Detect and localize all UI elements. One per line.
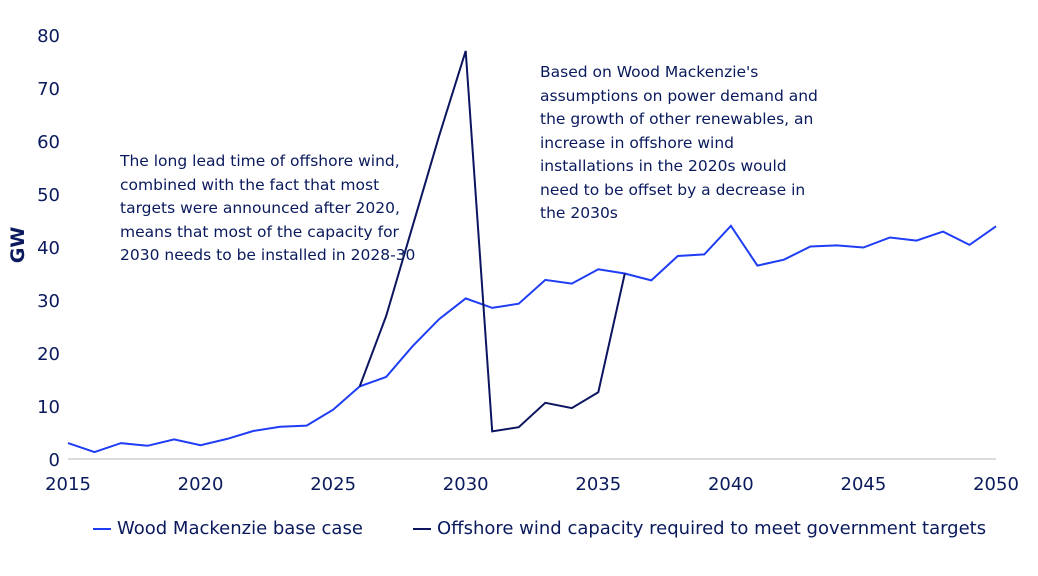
y-tick-label: 70	[37, 79, 60, 100]
annotation-left: The long lead time of offshore wind, com…	[120, 152, 416, 264]
x-tick-label: 2015	[45, 474, 91, 495]
y-tick-label: 50	[37, 185, 60, 206]
x-tick-labels: 2015 2020 2025 2030 2035 2040 2045 2050	[45, 474, 1019, 495]
legend-label-base-case: Wood Mackenzie base case	[117, 518, 363, 539]
y-tick-label: 80	[37, 26, 60, 47]
y-axis-label: GW	[7, 227, 29, 264]
y-tick-labels: 0 10 20 30 40 50 60 70 80	[37, 26, 60, 471]
x-tick-label: 2035	[575, 474, 621, 495]
series-line-government-targets	[358, 50, 626, 433]
x-tick-label: 2030	[443, 474, 489, 495]
y-tick-label: 0	[49, 450, 60, 471]
y-tick-label: 40	[37, 238, 60, 259]
x-tick-label: 2020	[178, 474, 224, 495]
legend-swatch-government-targets	[413, 527, 431, 530]
legend-item-base-case: Wood Mackenzie base case	[93, 518, 363, 539]
y-tick-label: 20	[37, 344, 60, 365]
x-tick-label: 2045	[841, 474, 887, 495]
series-line-base-case	[67, 224, 997, 454]
x-tick-label: 2050	[973, 474, 1019, 495]
x-tick-label: 2025	[310, 474, 356, 495]
x-tick-label: 2040	[708, 474, 754, 495]
y-tick-label: 60	[37, 132, 60, 153]
legend-swatch-base-case	[93, 527, 111, 530]
y-tick-label: 10	[37, 397, 60, 418]
legend-item-government-targets: Offshore wind capacity required to meet …	[413, 518, 986, 539]
y-tick-label: 30	[37, 291, 60, 312]
annotation-right: Based on Wood Mackenzie's assumptions on…	[540, 63, 818, 222]
series-lines	[67, 50, 997, 454]
legend-label-government-targets: Offshore wind capacity required to meet …	[437, 518, 987, 539]
